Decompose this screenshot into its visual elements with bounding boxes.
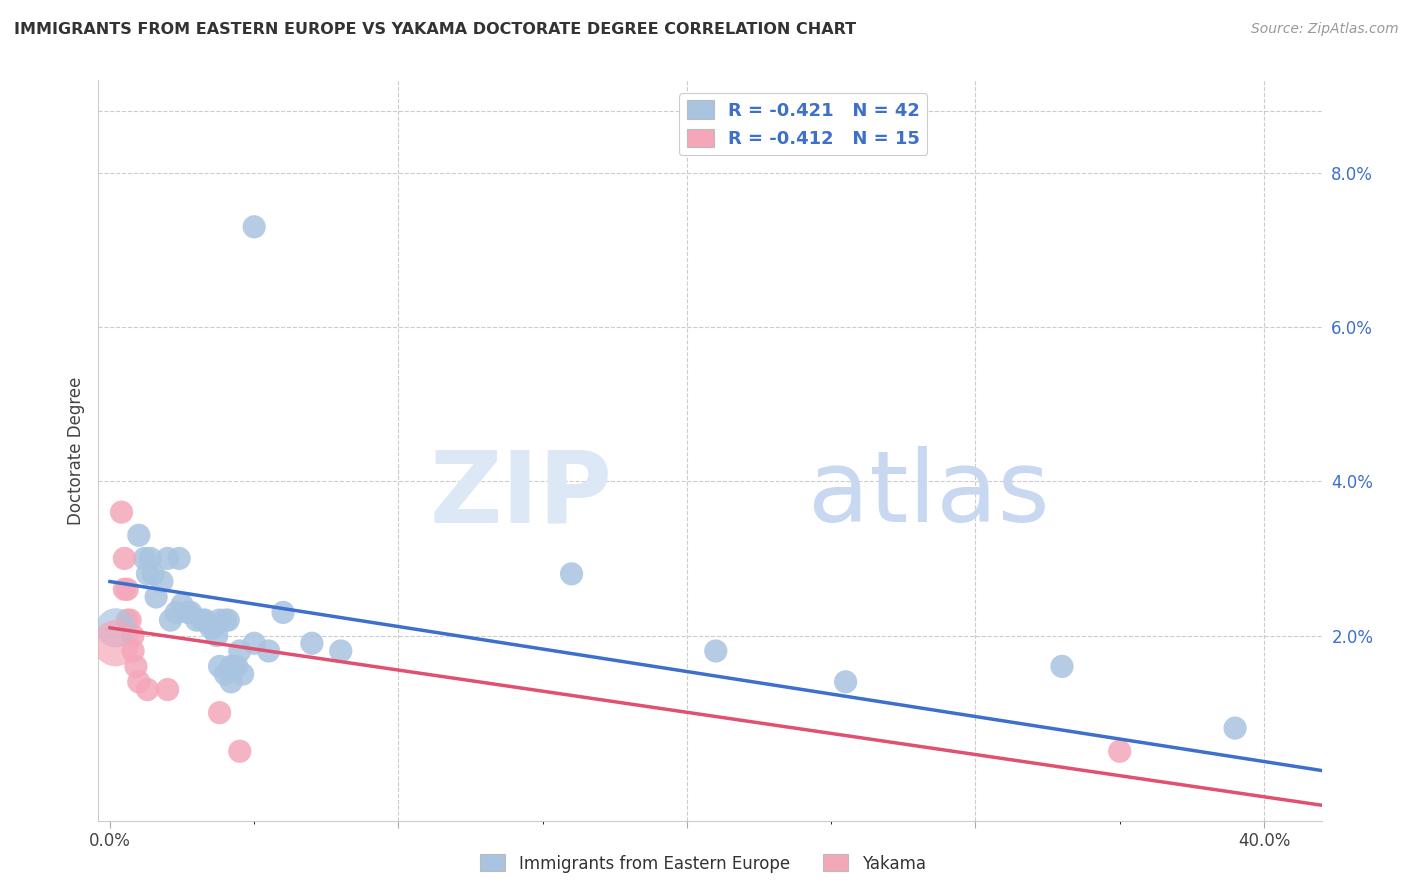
Point [257,644,280,658]
Point [139,551,162,566]
Point [142,566,165,581]
Point [112,582,135,597]
Point [217,613,239,627]
Point [202,621,225,635]
Point [243,219,266,234]
Point [136,566,159,581]
Point [122,644,145,658]
Point [150,574,173,589]
Point [232,667,254,681]
Point [122,629,145,643]
Point [112,551,135,566]
Point [225,659,247,673]
Point [156,682,179,697]
Point [271,606,294,620]
Point [128,528,150,542]
Legend: R = -0.421   N = 42, R = -0.412   N = 15: R = -0.421 N = 42, R = -0.412 N = 15 [679,93,928,155]
Text: IMMIGRANTS FROM EASTERN EUROPE VS YAKAMA DOCTORATE DEGREE CORRELATION CHART: IMMIGRANTS FROM EASTERN EUROPE VS YAKAMA… [14,22,856,37]
Point [229,744,252,758]
Point [117,582,139,597]
Point [561,566,583,581]
Point [104,636,127,650]
Point [120,613,142,627]
Point [208,659,231,673]
Y-axis label: Doctorate Degree: Doctorate Degree [66,376,84,524]
Point [172,598,194,612]
Point [194,613,217,627]
Point [243,636,266,650]
Point [704,644,727,658]
Point [159,613,181,627]
Point [1108,744,1130,758]
Point [208,613,231,627]
Point [329,644,352,658]
Point [104,621,127,635]
Point [222,659,245,673]
Point [1050,659,1073,673]
Point [205,629,228,643]
Point [117,613,139,627]
Point [219,674,242,689]
Point [156,551,179,566]
Point [219,659,242,673]
Point [125,659,148,673]
Legend: Immigrants from Eastern Europe, Yakama: Immigrants from Eastern Europe, Yakama [474,847,932,880]
Point [134,551,156,566]
Text: ZIP: ZIP [429,446,612,543]
Point [200,621,222,635]
Text: Source: ZipAtlas.com: Source: ZipAtlas.com [1251,22,1399,37]
Point [214,667,236,681]
Point [301,636,323,650]
Point [145,590,167,604]
Point [229,644,252,658]
Point [186,613,208,627]
Point [191,613,214,627]
Text: atlas: atlas [808,446,1049,543]
Point [136,682,159,697]
Point [214,613,236,627]
Point [167,551,190,566]
Point [180,606,202,620]
Point [165,606,187,620]
Point [208,706,231,720]
Point [110,505,132,519]
Point [128,674,150,689]
Point [834,674,856,689]
Point [177,606,200,620]
Point [1223,721,1246,735]
